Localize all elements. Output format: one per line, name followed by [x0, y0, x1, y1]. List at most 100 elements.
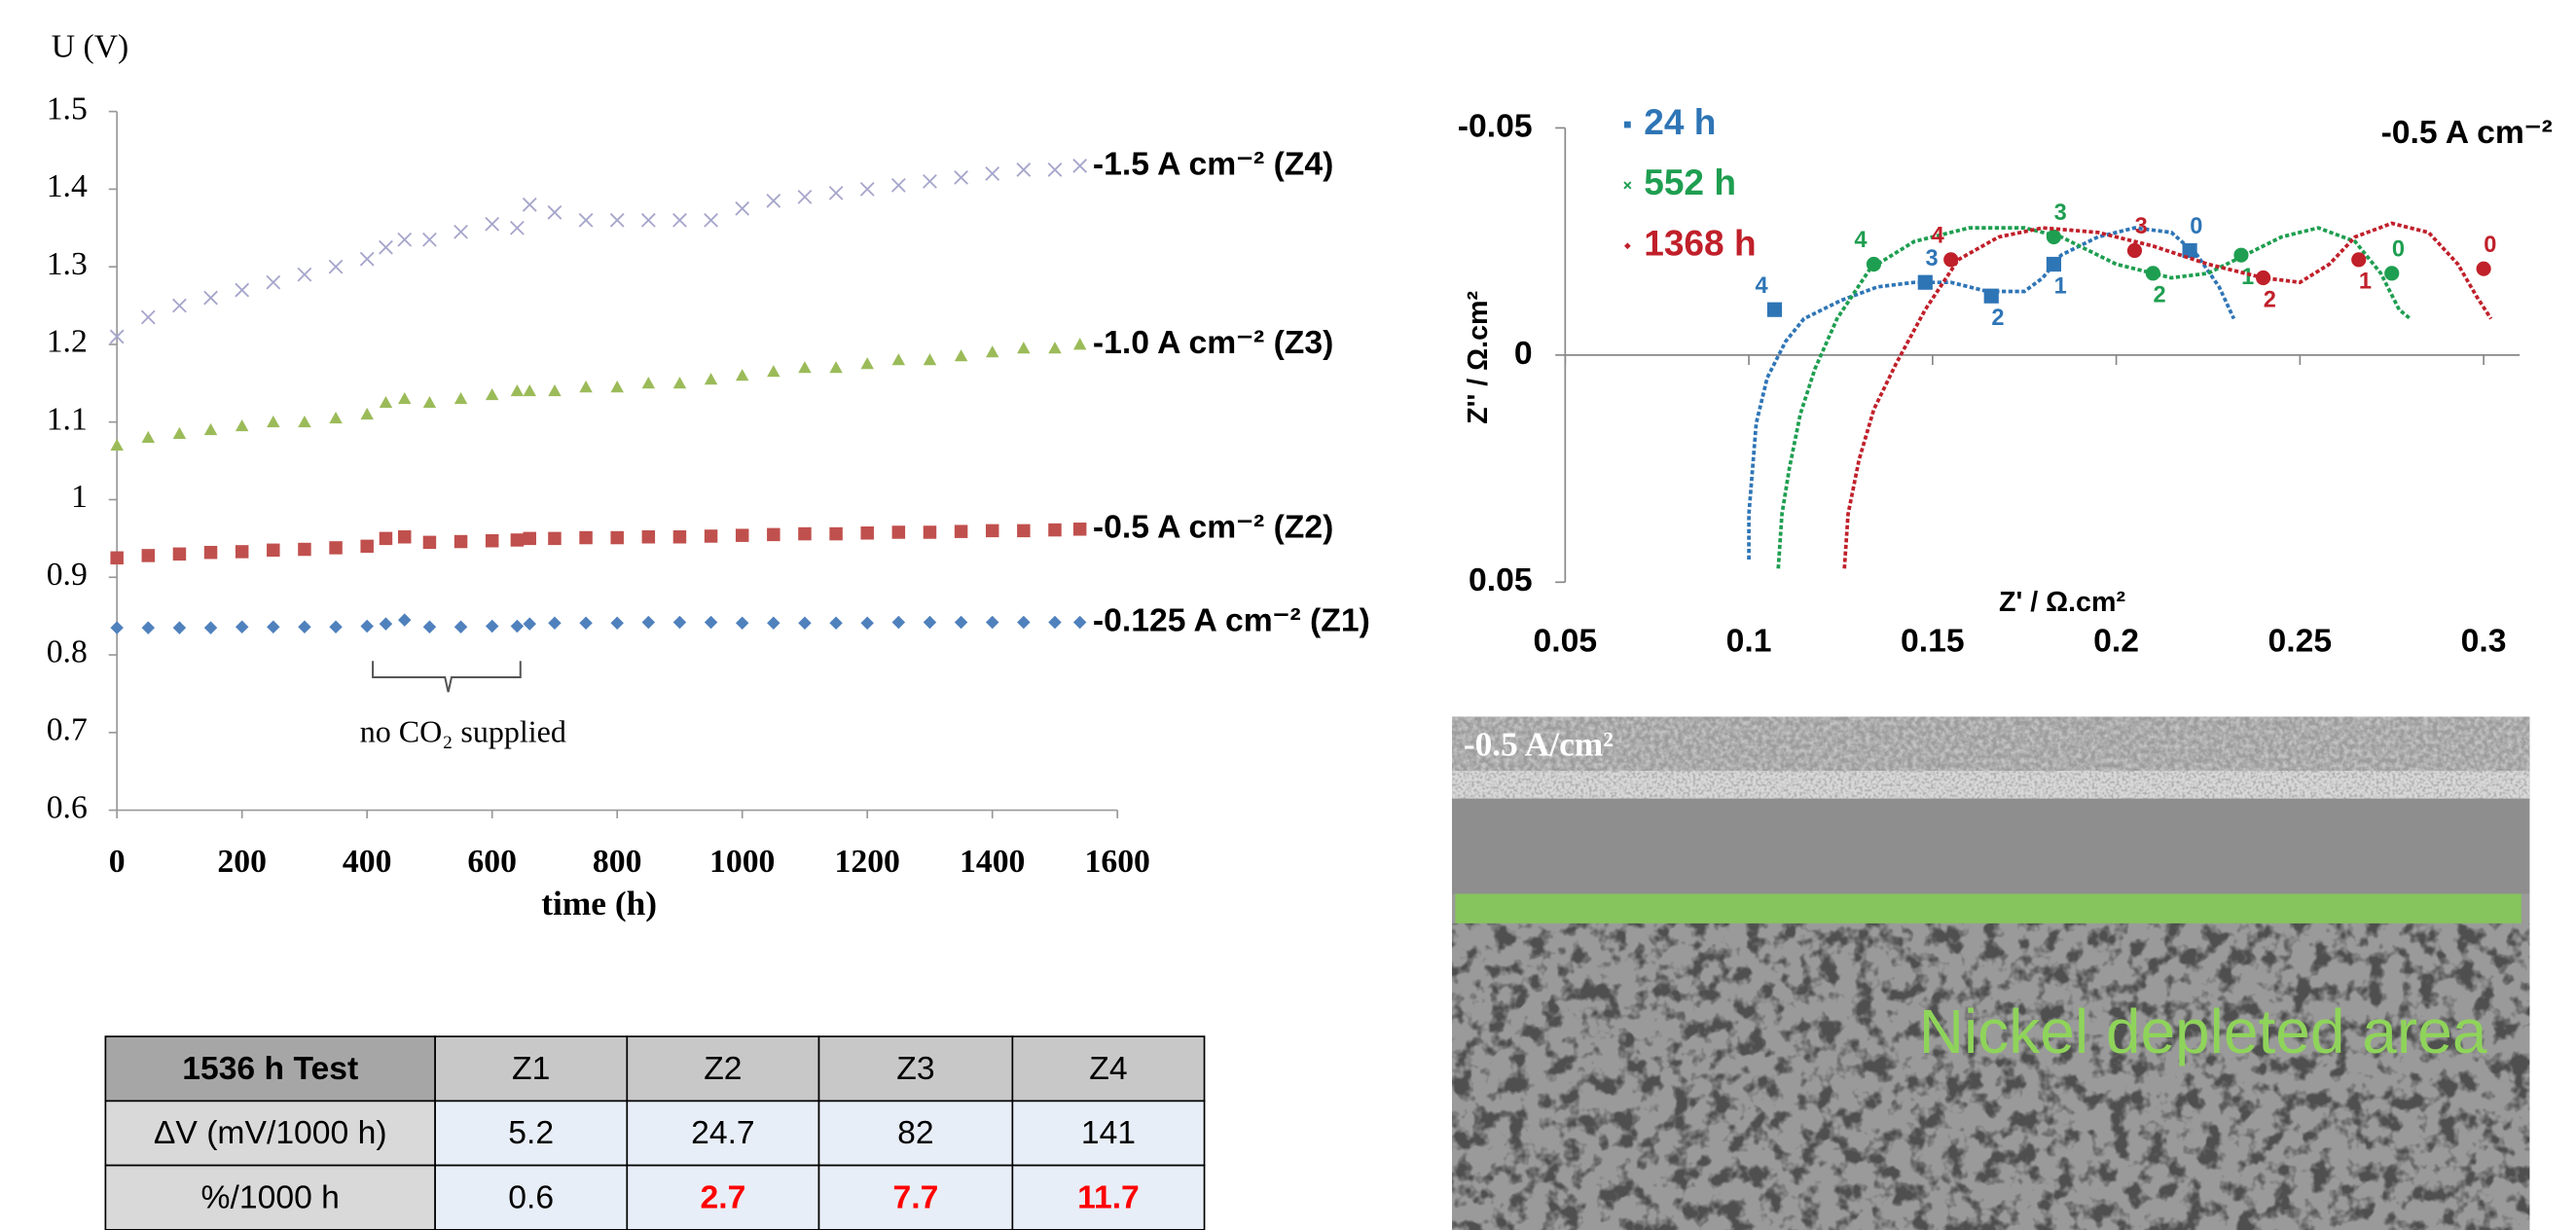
marker [142, 621, 155, 633]
y-tick-label: 1 [71, 479, 88, 515]
marker [860, 357, 873, 369]
marker [454, 392, 467, 404]
y-tick-label: 1.3 [47, 246, 88, 282]
marker [524, 199, 536, 211]
marker [986, 616, 998, 629]
micrograph: -0.5 A/cm² Nickel depleted area [1452, 716, 2529, 1230]
marker [1624, 242, 1631, 249]
y-axis-label: U (V) [52, 28, 129, 64]
marker [2127, 243, 2142, 258]
marker [892, 353, 905, 365]
marker [298, 543, 310, 556]
marker [360, 620, 373, 633]
decade-label: 0 [2484, 232, 2496, 257]
x-axis-label: time (h) [541, 884, 657, 922]
marker [329, 541, 342, 554]
marker [1048, 342, 1061, 353]
table-text: 1536 h Test [182, 1050, 358, 1087]
marker [1048, 163, 1061, 176]
x-tick-label: 0.25 [2268, 623, 2333, 660]
marker [548, 532, 561, 545]
marker [1073, 160, 1086, 172]
x-tick-label: 0.2 [2093, 623, 2139, 660]
marker [486, 218, 498, 231]
marker [860, 617, 873, 630]
marker [204, 621, 217, 633]
x-tick-label: 0.3 [2461, 623, 2507, 660]
marker [924, 353, 936, 365]
decade-label: 4 [1854, 227, 1867, 252]
marker [267, 544, 279, 557]
marker [2047, 230, 2061, 244]
marker [173, 427, 186, 439]
chart-title: -0.5 A cm⁻² [2381, 114, 2553, 151]
y-tick-label: 1.5 [47, 90, 88, 127]
y-tick-label: 0.7 [47, 712, 88, 748]
marker [642, 616, 655, 629]
bright-layer-texture [1452, 771, 2529, 799]
x-tick-label: 1400 [960, 844, 1025, 880]
marker [579, 380, 592, 392]
impedance-curve [1778, 228, 2410, 568]
x-axis-label: Z' / Ω.cm² [1999, 587, 2125, 618]
marker [110, 621, 123, 633]
marker [829, 361, 842, 373]
marker [454, 621, 467, 633]
marker [798, 527, 811, 540]
marker [511, 620, 524, 633]
table-text: Z2 [704, 1050, 742, 1087]
marker [767, 528, 780, 541]
x-tick-label: 0.05 [1534, 623, 1598, 660]
table-text: ΔV (mV/1000 h) [154, 1114, 387, 1151]
marker [110, 552, 123, 564]
marker [1624, 122, 1631, 128]
marker [329, 412, 342, 423]
y-axis-label: Z'' / Ω.cm² [1463, 291, 1494, 424]
marker [486, 534, 498, 547]
marker [736, 528, 748, 541]
marker [955, 616, 967, 629]
marker [236, 419, 248, 431]
table: 1536 h TestZ1Z2Z3Z4ΔV (mV/1000 h)5.224.7… [105, 1036, 1204, 1230]
marker [892, 525, 905, 538]
x-tick-label: 0.1 [1726, 623, 1772, 660]
y-tick-label: 0.8 [47, 634, 88, 670]
decade-label: 2 [1991, 305, 2004, 330]
marker [705, 373, 717, 384]
marker [955, 171, 967, 184]
marker [892, 616, 905, 629]
decade-label: 0 [2392, 235, 2405, 261]
marker [829, 617, 842, 630]
legend-label: 1368 h [1644, 223, 1756, 264]
marker [204, 291, 217, 304]
top-layer-texture [1452, 716, 2529, 771]
marker [2256, 271, 2270, 285]
marker [2233, 248, 2248, 263]
marker [329, 260, 342, 272]
marker [398, 392, 411, 404]
marker [798, 617, 811, 630]
series-label: -0.5 A cm⁻² (Z2) [1093, 509, 1333, 546]
marker [486, 620, 498, 633]
legend-label: 552 h [1644, 162, 1736, 202]
marker [1048, 524, 1061, 536]
marker [610, 617, 623, 630]
marker [380, 532, 392, 545]
marker [1984, 289, 1999, 304]
marker [267, 416, 279, 427]
marker [579, 531, 592, 544]
x-tick-label: 600 [467, 844, 517, 880]
marker [236, 283, 248, 296]
impedance-chart: -0.5 A cm⁻² Z' / Ω.cm² Z'' / Ω.cm² -0.05… [1458, 101, 2553, 660]
decade-label: 1 [2359, 269, 2372, 294]
marker [380, 396, 392, 408]
decade-label: 0 [2190, 213, 2202, 238]
marker [360, 540, 373, 553]
x-tick-label: 1600 [1085, 844, 1150, 880]
series-label: -0.125 A cm⁻² (Z1) [1093, 601, 1370, 638]
marker [423, 396, 436, 408]
legend-label: 24 h [1644, 101, 1716, 142]
marker [579, 214, 592, 227]
marker [548, 206, 561, 219]
marker [511, 533, 524, 546]
